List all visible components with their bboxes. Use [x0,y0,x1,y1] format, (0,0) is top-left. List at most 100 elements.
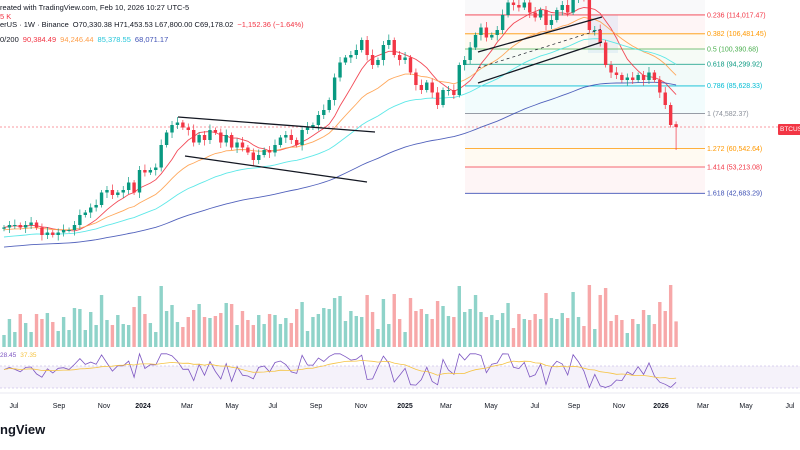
candle [425,80,429,93]
volume-bar [625,333,629,347]
volume-bar [262,324,266,347]
candle-body [278,137,283,145]
candle-body [61,230,66,233]
volume-bar [2,335,6,347]
candle-body [506,2,510,15]
candle-body [625,77,629,80]
volume-bar [636,324,640,347]
volume-bar [257,315,261,347]
volume-bar [67,330,71,347]
x-tick-label: Nov [98,403,111,410]
volume-bar [603,288,608,347]
x-tick-label: Nov [613,403,626,410]
candle-body [571,0,575,13]
candle [40,223,44,241]
candle-body [652,72,657,80]
ohlc-values: O70,330.38 H71,453.53 L67,800.00 C69,178… [72,20,234,29]
x-tick-label: Sep [53,403,66,410]
volume-bar [463,312,467,347]
candle-body [473,35,478,48]
candle-body [294,140,299,145]
candle [132,180,136,195]
volume-bar [593,329,597,347]
candle-body [441,90,445,105]
flag-bottom-line [184,155,368,183]
candle-body [370,55,375,65]
candle-body [143,170,147,173]
volume-bar [582,326,586,347]
volume-bar [34,314,39,347]
candle [23,221,28,233]
candle [143,164,147,177]
candle-body [430,82,434,93]
volume-bar [555,319,559,347]
volume-bar [251,325,256,347]
candle [29,217,33,229]
candle-body [593,30,597,31]
candle [267,146,272,158]
candle-body [332,77,337,100]
candle-body [110,190,115,195]
volume-bar [99,295,104,347]
candle [479,23,483,41]
candle-body [56,232,60,235]
candle [544,6,548,31]
candle [262,147,266,158]
candle [625,73,629,86]
candle-body [18,225,22,228]
volume-bar [89,312,93,347]
candle-body [354,50,358,55]
candle-body [631,77,635,80]
candle-body [67,230,71,231]
candle-body [251,152,256,160]
candle [51,230,55,238]
candle-body [641,75,646,80]
candle-body [219,132,223,143]
candle-body [587,0,592,30]
candle [414,68,418,91]
candle-body [262,150,266,155]
candle-body [663,92,667,105]
header-ma: 0/200 90,384.49 94,246.44 85,378.55 68,071.1… [0,35,172,44]
volume-bar [500,313,505,347]
volume-bar [511,328,516,347]
candle-body [154,167,158,170]
candle [441,87,445,108]
volume-bar [457,286,461,347]
candle [192,124,196,147]
volume-bar [365,295,369,347]
candle-body [668,105,673,125]
volume-bar [316,314,321,347]
volume-bar [392,294,396,347]
candle-body [387,40,391,45]
fib-label: 0.786 (85,628.33) [707,83,762,90]
candle [181,120,185,130]
candle [365,36,369,61]
volume-bar [181,327,185,347]
candle [61,224,66,237]
candle-body [343,57,348,63]
x-tick-label: Nov [355,403,368,410]
candle-body [484,27,489,38]
volume-bar [78,309,82,347]
candle-body [360,40,364,50]
candle [555,7,559,23]
candle-body [181,122,185,128]
candle [495,26,499,41]
candle [18,222,22,230]
candle [658,76,662,98]
x-tick-label: Mar [697,403,710,410]
candle-body [381,45,386,60]
candle [175,117,180,129]
volume-bar [641,310,646,347]
candle [430,78,434,98]
candle [154,163,158,176]
candle [197,132,201,145]
candle-body [446,90,451,91]
candle [360,37,364,53]
volume-bar [565,318,570,347]
volume-bar [289,323,293,347]
x-tick-label: 2026 [653,403,669,410]
fib-label: 1 (74,582.37) [707,111,749,118]
